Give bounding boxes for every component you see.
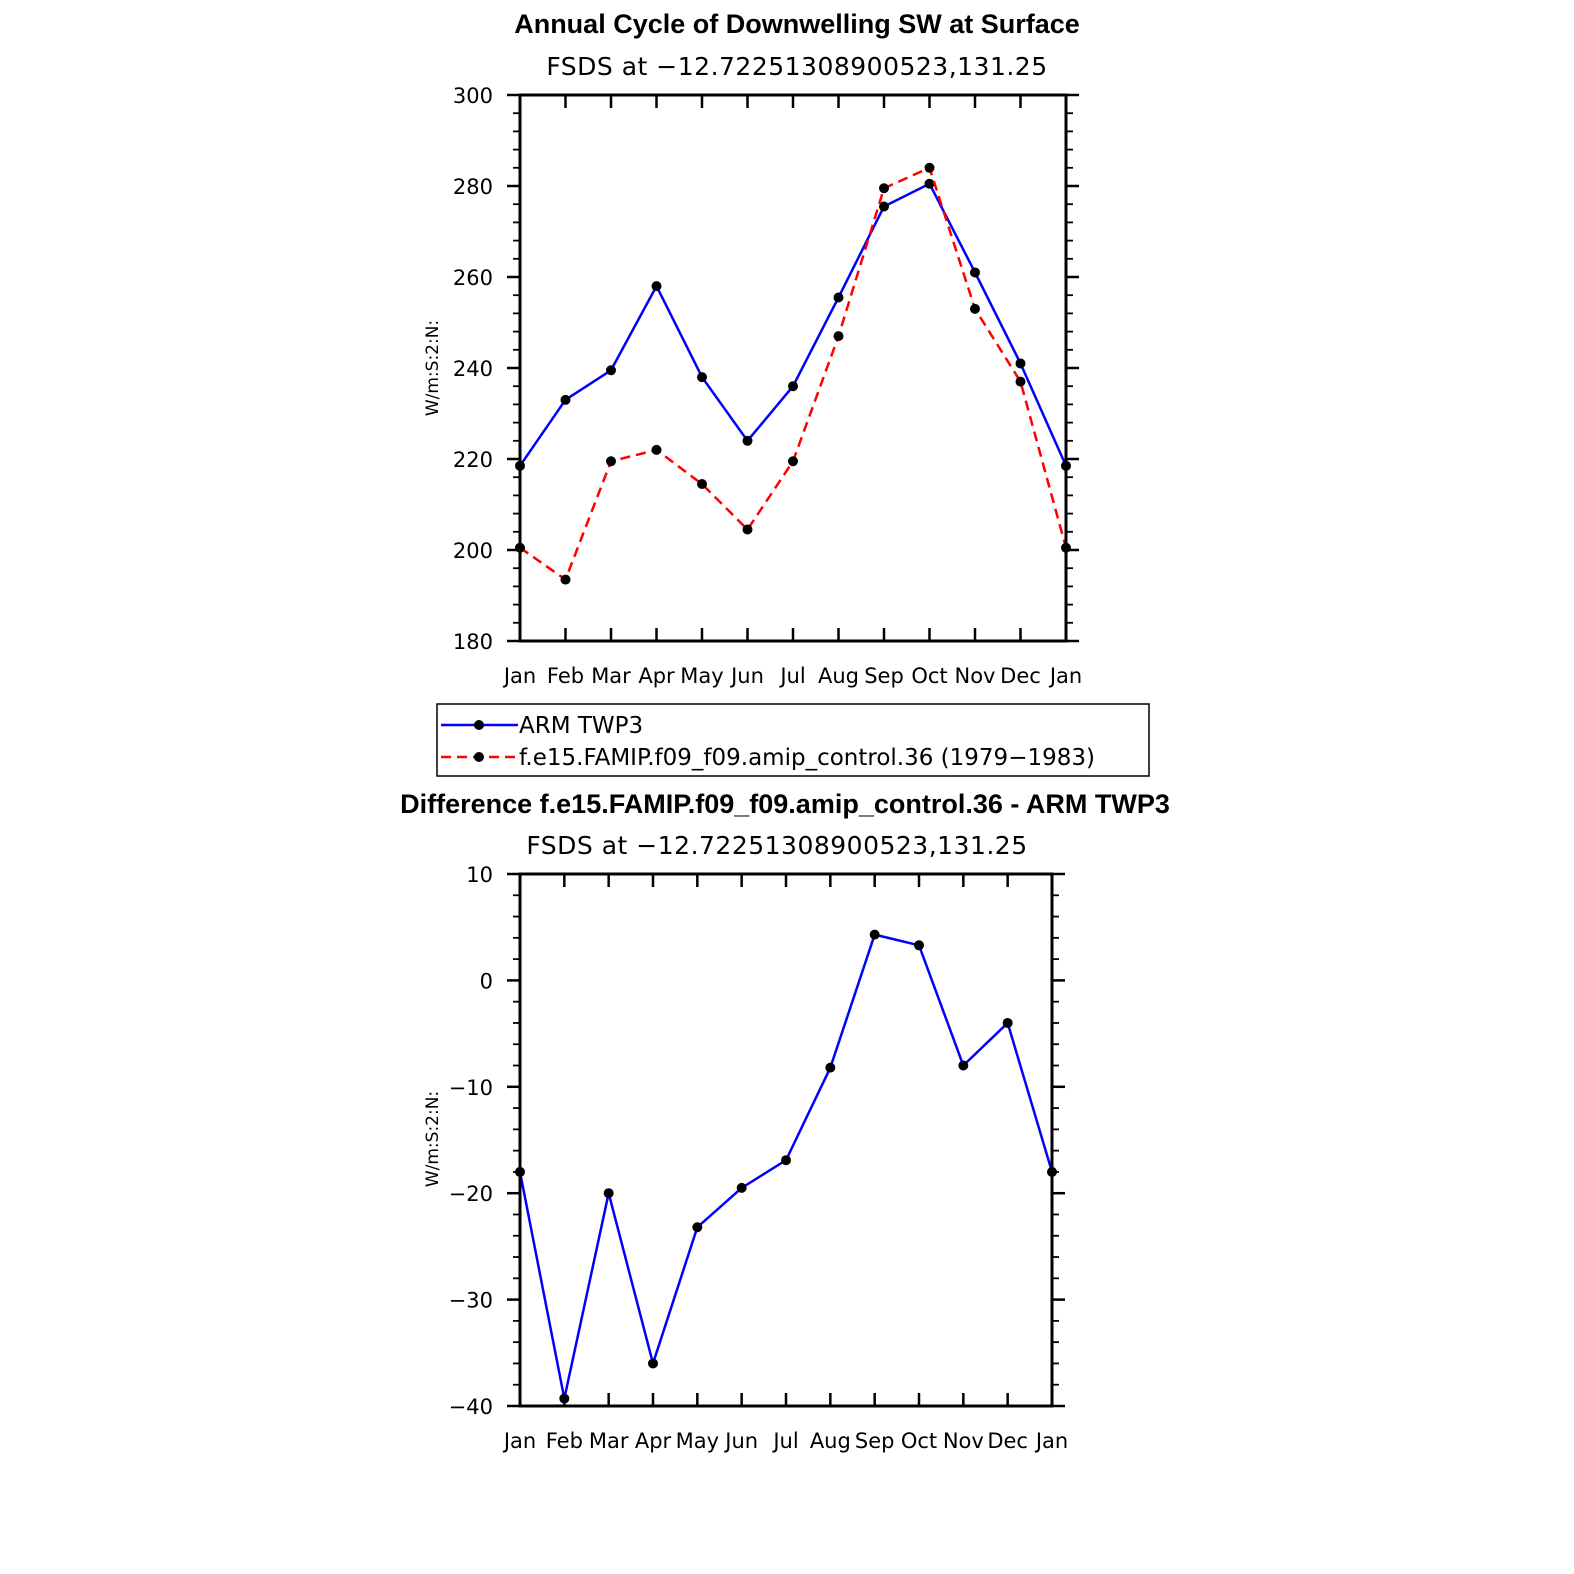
x-tick-label: Oct <box>901 1429 937 1453</box>
data-point <box>879 201 889 212</box>
data-point <box>603 1188 614 1199</box>
y-tick-label: 200 <box>453 539 493 563</box>
x-tick-label: Nov <box>955 664 996 688</box>
data-point <box>559 1393 570 1404</box>
data-point <box>879 183 889 194</box>
y-tick-label: 220 <box>453 448 493 472</box>
legend: ARM TWP3 f.e15.FAMIP.f09_f09.amip_contro… <box>436 703 1150 777</box>
data-point <box>560 574 571 585</box>
x-tick-label: Mar <box>591 664 631 688</box>
legend-box <box>436 703 1150 777</box>
data-point <box>692 1222 703 1233</box>
data-point <box>970 267 980 278</box>
chart-title: Annual Cycle of Downwelling SW at Surfac… <box>514 9 1080 39</box>
data-point <box>914 940 924 951</box>
data-point <box>560 394 571 405</box>
x-tick-label: Jan <box>502 664 536 688</box>
x-tick-label: Mar <box>589 1429 629 1453</box>
x-tick-label: Jan <box>1048 664 1082 688</box>
data-point <box>1015 358 1026 369</box>
chart-subtitle: FSDS at −12.72251308900523,131.25 <box>526 831 1027 860</box>
legend-entry-model: f.e15.FAMIP.f09_f09.amip_control.36 (197… <box>441 745 1095 771</box>
data-point <box>1002 1017 1013 1028</box>
x-tick-label: Jun <box>723 1429 758 1453</box>
y-tick-label: 0 <box>480 969 493 993</box>
data-point <box>781 1155 791 1166</box>
data-point <box>958 1060 969 1071</box>
x-tick-label: Dec <box>1000 664 1041 688</box>
data-point <box>833 292 844 303</box>
y-tick-label: 10 <box>466 863 493 887</box>
x-tick-label: Jun <box>729 664 764 688</box>
data-point <box>606 456 616 467</box>
x-tick-label: Aug <box>818 664 859 688</box>
x-tick-label: Jan <box>1034 1429 1068 1453</box>
y-tick-label: −20 <box>449 1182 493 1206</box>
data-point <box>742 524 753 535</box>
data-point <box>788 381 798 392</box>
y-tick-label: 180 <box>453 630 493 654</box>
difference-chart: Difference f.e15.FAMIP.f09_f09.amip_cont… <box>400 789 1170 1453</box>
data-point <box>833 331 844 342</box>
data-point <box>736 1182 747 1193</box>
chart-title: Difference f.e15.FAMIP.f09_f09.amip_cont… <box>400 789 1170 819</box>
data-point <box>869 929 880 940</box>
x-tick-label: Sep <box>855 1429 895 1453</box>
y-tick-label: −10 <box>449 1076 493 1100</box>
data-point <box>1015 376 1026 387</box>
x-tick-label: Jul <box>778 664 805 688</box>
x-tick-label: Feb <box>547 664 584 688</box>
x-tick-label: Jul <box>771 1429 798 1453</box>
y-tick-label: −40 <box>449 1395 493 1419</box>
series-line <box>518 933 1054 1400</box>
data-point <box>651 444 662 455</box>
y-tick-label: −30 <box>449 1289 493 1313</box>
x-tick-label: Apr <box>638 664 675 688</box>
data-point <box>651 281 662 292</box>
x-tick-label: May <box>676 1429 719 1453</box>
data-point <box>606 365 616 376</box>
data-point <box>825 1062 836 1073</box>
data-point <box>924 162 935 173</box>
data-point <box>970 303 980 314</box>
data-point <box>648 1358 658 1369</box>
x-tick-label: May <box>680 664 723 688</box>
legend-marker-model <box>474 752 484 762</box>
annual-cycle-chart: Annual Cycle of Downwelling SW at Surfac… <box>423 9 1150 777</box>
legend-label-model: f.e15.FAMIP.f09_f09.amip_control.36 (197… <box>519 745 1095 771</box>
y-axis-label: W/m:S:2:N: <box>423 1091 443 1187</box>
data-point <box>924 178 935 189</box>
plot-frame <box>518 872 1054 1408</box>
data-point <box>697 372 707 383</box>
legend-label-arm: ARM TWP3 <box>519 713 643 739</box>
x-tick-label: Oct <box>911 664 947 688</box>
data-point <box>788 456 798 467</box>
y-tick-label: 260 <box>453 266 493 290</box>
legend-entry-arm: ARM TWP3 <box>441 713 643 739</box>
x-tick-label: Apr <box>635 1429 672 1453</box>
y-tick-label: 300 <box>453 84 493 108</box>
chart-subtitle: FSDS at −12.72251308900523,131.25 <box>546 52 1047 81</box>
x-tick-label: Aug <box>810 1429 851 1453</box>
y-tick-label: 240 <box>453 357 493 381</box>
plot-frame <box>518 93 1068 643</box>
x-tick-label: Feb <box>546 1429 583 1453</box>
legend-marker-arm <box>474 720 484 730</box>
x-tick-label: Nov <box>943 1429 984 1453</box>
data-point <box>697 479 707 490</box>
x-tick-label: Sep <box>864 664 904 688</box>
y-tick-label: 280 <box>453 175 493 199</box>
x-tick-label: Dec <box>987 1429 1028 1453</box>
x-tick-label: Jan <box>502 1429 536 1453</box>
series-line <box>519 166 1068 581</box>
y-axis-label: W/m:S:2:N: <box>423 320 443 416</box>
data-point <box>742 435 753 446</box>
